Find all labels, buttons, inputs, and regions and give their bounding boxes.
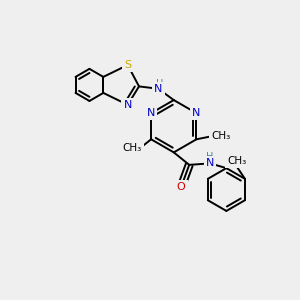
Text: N: N <box>147 108 155 118</box>
Text: O: O <box>177 182 186 192</box>
Text: CH₃: CH₃ <box>212 131 231 141</box>
Text: N: N <box>206 158 214 168</box>
Text: N: N <box>124 100 132 110</box>
Text: S: S <box>124 60 131 70</box>
Text: H: H <box>206 152 214 162</box>
Text: N: N <box>192 108 201 118</box>
Text: CH₃: CH₃ <box>122 142 141 153</box>
Text: CH₃: CH₃ <box>227 156 246 166</box>
Text: N: N <box>154 84 163 94</box>
Text: H: H <box>156 79 164 89</box>
